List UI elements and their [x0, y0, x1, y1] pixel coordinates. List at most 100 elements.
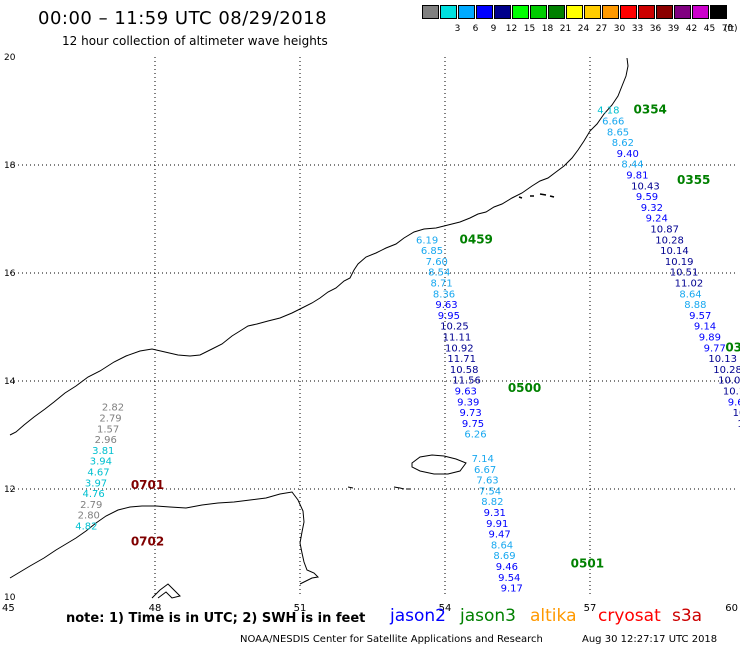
- wave-height-value: 9.57: [689, 311, 711, 322]
- wave-height-value: 9.73: [460, 408, 482, 419]
- longitude-label: 51: [294, 603, 307, 614]
- wave-height-value: 11.02: [675, 279, 704, 290]
- legend-label: 27: [595, 24, 608, 34]
- wave-height-value: 10.18: [723, 387, 740, 398]
- wave-height-value: 8.82: [481, 497, 503, 508]
- footer-timestamp: Aug 30 12:27:17 UTC 2018: [582, 634, 718, 645]
- legend-swatch: [530, 5, 547, 19]
- wave-height-value: 10.43: [631, 181, 660, 192]
- wave-height-value: 11.56: [452, 376, 481, 387]
- wave-height-value: 8.44: [621, 160, 643, 171]
- kuria-muria-islands: [518, 193, 555, 199]
- legend-swatch: [440, 5, 457, 19]
- wave-height-value: 6.19: [416, 235, 438, 246]
- legend-label: 70: [721, 24, 734, 34]
- pass-time-label: 0355: [677, 173, 710, 187]
- longitude-label: 54: [439, 603, 452, 614]
- wave-height-value: 8.88: [684, 300, 706, 311]
- wave-height-value: 8.62: [612, 138, 634, 149]
- legend-label: 3: [454, 24, 461, 34]
- coastline: [9, 57, 629, 599]
- wave-height-value: 8.71: [431, 279, 453, 290]
- wave-height-value: 10.92: [445, 343, 474, 354]
- legend-label: 15: [523, 24, 536, 34]
- wave-height-value: 3.81: [92, 446, 114, 457]
- legend-swatch: [458, 5, 475, 19]
- legend-label: 45: [703, 24, 716, 34]
- wave-height-value: 9.62: [728, 397, 740, 408]
- wave-height-value: 6.66: [602, 117, 624, 128]
- wave-height-value: 11.71: [447, 354, 476, 365]
- wave-height-value: 9.59: [636, 192, 658, 203]
- lat-lon-gridlines: [10, 57, 735, 597]
- units-note: note: 1) Time is in UTC; 2) SWH is in fe…: [66, 611, 366, 626]
- chart-title: 00:00 – 11:59 UTC 08/29/2018: [38, 8, 328, 29]
- wave-height-value: 9.81: [626, 171, 648, 182]
- wave-height-value: 9.31: [484, 508, 506, 519]
- wave-height-value: 8.54: [428, 268, 450, 279]
- arabia-coastline: [9, 57, 629, 436]
- latitude-label: 14: [4, 377, 16, 387]
- wave-height-value: 2.80: [78, 511, 100, 522]
- track-time-labels: 0354 0355 0459 0356 0500 0501 0701 0702: [131, 103, 740, 571]
- wave-height-value: 9.14: [694, 322, 716, 333]
- wave-height-value: 4.18: [597, 106, 619, 117]
- wave-height-value: 8.36: [433, 289, 455, 300]
- wave-height-value: 11.11: [443, 333, 472, 344]
- legend-label: 12: [505, 24, 518, 34]
- legend-swatch: [566, 5, 583, 19]
- legend-swatch: [620, 5, 637, 19]
- wave-height-value: 7.14: [472, 454, 494, 465]
- wave-height-value: 10.51: [670, 268, 699, 279]
- legend-label: 33: [631, 24, 644, 34]
- wave-height-value: 7.63: [476, 476, 498, 487]
- satellite-name-jason2: jason2: [390, 606, 446, 626]
- wave-height-value: 10.13: [708, 354, 737, 365]
- track-0701-values: 2.822.791.572.963.813.944.673.974.762.79…: [75, 403, 124, 533]
- latitude-label: 16: [4, 269, 16, 279]
- wave-height-value: 8.65: [607, 127, 629, 138]
- legend-label: 9: [490, 24, 497, 34]
- legend-swatch: [674, 5, 691, 19]
- pass-time-label: 0354: [634, 103, 667, 117]
- wave-height-value: 6.85: [421, 246, 443, 257]
- satellite-name-altika: altika: [530, 606, 577, 626]
- africa-coastline: [9, 491, 320, 585]
- track-0459-values: 6.196.857.608.548.718.369.639.9510.2511.…: [416, 235, 523, 594]
- wave-height-value: 9.17: [501, 584, 523, 595]
- legend-label: 21: [559, 24, 572, 34]
- latitude-label: 12: [4, 485, 15, 495]
- wave-height-value: 6.26: [464, 430, 486, 441]
- legend-swatch: [692, 5, 709, 19]
- latitude-label: 20: [4, 53, 16, 63]
- longitude-label: 60: [725, 603, 738, 614]
- wave-height-value: 9.47: [489, 530, 511, 541]
- legend-label: 24: [577, 24, 590, 34]
- wave-height-value: 9.39: [457, 397, 479, 408]
- legend-swatch: [710, 5, 727, 19]
- legend-label: 30: [613, 24, 626, 34]
- latitude-label: 10: [4, 593, 16, 603]
- wave-height-value: 9.75: [462, 419, 484, 430]
- wave-height-value: 9.54: [498, 573, 520, 584]
- coastal-islet-left: [347, 486, 354, 489]
- pass-time-label: 0500: [508, 381, 541, 395]
- abd-al-kuri-island: [393, 486, 405, 490]
- wave-height-value: 9.95: [438, 311, 460, 322]
- wave-height-value: 4.67: [87, 468, 109, 479]
- longitude-label: 48: [149, 603, 162, 614]
- wave-height-value: 9.40: [617, 149, 639, 160]
- wave-height-value: 9.63: [435, 300, 457, 311]
- legend-label: 42: [685, 24, 698, 34]
- wave-height-value: 2.82: [102, 403, 124, 414]
- wave-height-value: 10.14: [660, 246, 689, 257]
- socotra-island: [411, 454, 467, 475]
- legend-swatch: [584, 5, 601, 19]
- wave-height-value: 9.63: [455, 387, 477, 398]
- wave-height-value: 1.57: [97, 424, 119, 435]
- pass-time-label: 0459: [460, 232, 493, 246]
- pass-time-label: 0501: [571, 556, 604, 570]
